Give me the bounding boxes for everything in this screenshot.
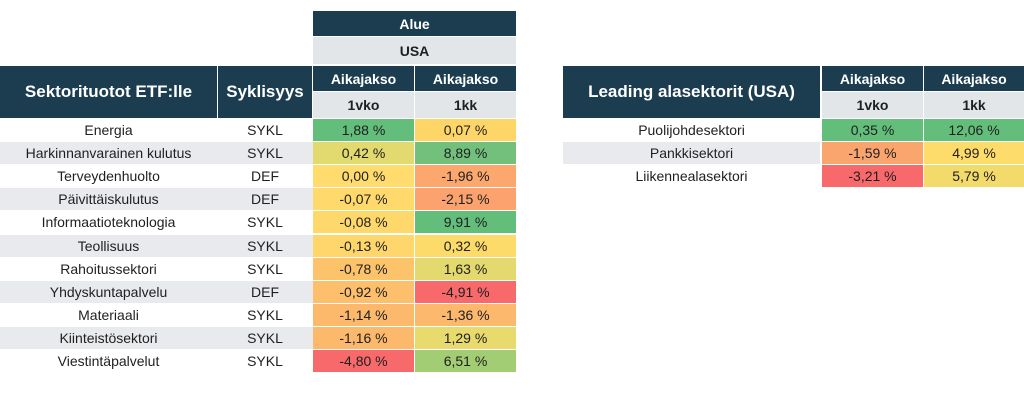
return-1vko: -0,92 %	[313, 280, 414, 303]
sector-cyclicality: SYKL	[247, 353, 283, 370]
sector-cyclicality: SYKL	[247, 214, 283, 231]
sector-name: Teollisuus	[77, 237, 140, 254]
return-1kk: -4,91 %	[415, 280, 516, 303]
cyclicality-header: Syklisyys	[218, 66, 312, 118]
row-band	[0, 280, 313, 303]
return-1vko: -1,59 %	[822, 142, 923, 165]
right-period-1vko: 1vko	[822, 92, 923, 118]
region-label: Alue	[313, 11, 516, 36]
sector-name: Päivittäiskulutus	[58, 191, 159, 208]
sector-name: Terveydenhuolto	[57, 168, 160, 185]
sector-cyclicality: SYKL	[247, 329, 283, 346]
return-1kk: 12,06 %	[924, 119, 1024, 142]
period-header-1: Aikajakso	[313, 66, 414, 91]
return-1kk: 0,07 %	[415, 119, 516, 142]
return-1vko: -0,13 %	[313, 234, 414, 257]
return-1vko: -1,14 %	[313, 303, 414, 326]
return-1vko: -4,80 %	[313, 350, 414, 373]
return-1kk: -2,15 %	[415, 188, 516, 211]
return-1kk: 0,32 %	[415, 234, 516, 257]
right-period-header-1: Aikajakso	[822, 66, 923, 91]
return-1kk: 5,79 %	[924, 165, 1024, 188]
sector-name: Materiaali	[78, 306, 139, 323]
return-1kk: 4,99 %	[924, 142, 1024, 165]
period-header-2: Aikajakso	[415, 66, 516, 91]
sector-cyclicality: SYKL	[247, 260, 283, 277]
sector-name: Kiinteistösektori	[59, 329, 158, 346]
row-band	[0, 234, 313, 257]
return-1vko: 0,42 %	[313, 142, 414, 165]
subsector-name: Pankkisektori	[649, 145, 734, 162]
return-1vko: -1,16 %	[313, 326, 414, 349]
right-period-1kk: 1kk	[924, 92, 1024, 118]
region-value: USA	[313, 37, 516, 64]
sector-name: Rahoitussektori	[60, 260, 157, 277]
return-1kk: 6,51 %	[415, 350, 516, 373]
sector-name: Yhdyskuntapalvelu	[49, 283, 168, 300]
return-1vko: -3,21 %	[822, 165, 923, 188]
return-1vko: -0,78 %	[313, 257, 414, 280]
period-1kk: 1kk	[415, 92, 516, 118]
return-1kk: 8,89 %	[415, 142, 516, 165]
return-1kk: -1,36 %	[415, 303, 516, 326]
sector-cyclicality: SYKL	[247, 145, 283, 162]
sector-cyclicality: SYKL	[247, 306, 283, 323]
sector-cyclicality: SYKL	[247, 122, 283, 139]
sector-name: Informaatioteknologia	[41, 214, 176, 231]
row-band	[0, 142, 313, 165]
sector-cyclicality: DEF	[251, 168, 279, 185]
return-1vko: 1,88 %	[313, 119, 414, 142]
right-table-title: Leading alasektorit (USA)	[563, 66, 820, 118]
row-band	[0, 326, 313, 349]
right-period-header-2: Aikajakso	[924, 66, 1024, 91]
row-band	[0, 188, 313, 211]
sector-name: Harkinnanvarainen kulutus	[25, 145, 192, 162]
return-1vko: -0,08 %	[313, 211, 414, 234]
sector-name: Viestintäpalvelut	[57, 353, 160, 370]
subsector-name: Puolijohdesektori	[638, 122, 745, 139]
left-table-title: Sektorituotot ETF:lle	[0, 66, 217, 118]
sector-cyclicality: SYKL	[247, 237, 283, 254]
return-1kk: -1,96 %	[415, 165, 516, 188]
return-1kk: 9,91 %	[415, 211, 516, 234]
return-1vko: -0,07 %	[313, 188, 414, 211]
sector-cyclicality: DEF	[251, 283, 279, 300]
sector-name: Energia	[84, 122, 133, 139]
row-band	[563, 142, 820, 165]
sector-cyclicality: DEF	[251, 191, 279, 208]
return-1vko: 0,00 %	[313, 165, 414, 188]
return-1kk: 1,63 %	[415, 257, 516, 280]
subsector-name: Liikennealasektori	[635, 168, 748, 185]
return-1vko: 0,35 %	[822, 119, 923, 142]
return-1kk: 1,29 %	[415, 326, 516, 349]
period-1vko: 1vko	[313, 92, 414, 118]
